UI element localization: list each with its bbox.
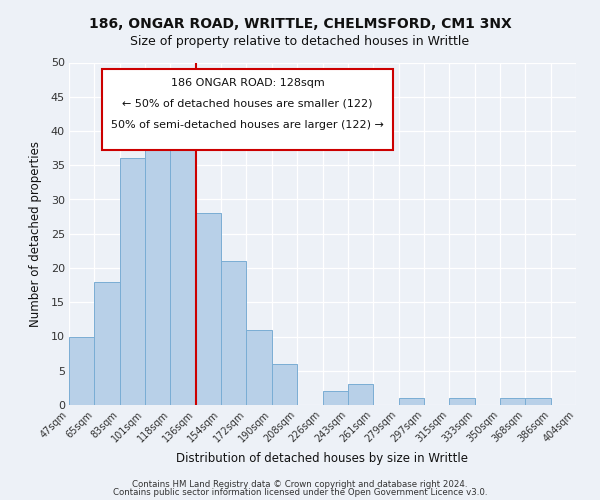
Bar <box>145 138 170 405</box>
Text: Size of property relative to detached houses in Writtle: Size of property relative to detached ho… <box>130 35 470 48</box>
Text: ← 50% of detached houses are smaller (122): ← 50% of detached houses are smaller (12… <box>122 98 373 108</box>
Bar <box>94 282 119 405</box>
Bar <box>272 364 297 405</box>
Text: 186 ONGAR ROAD: 128sqm: 186 ONGAR ROAD: 128sqm <box>171 78 325 88</box>
FancyBboxPatch shape <box>102 70 394 150</box>
Bar <box>323 392 348 405</box>
Bar <box>348 384 373 405</box>
Text: 186, ONGAR ROAD, WRITTLE, CHELMSFORD, CM1 3NX: 186, ONGAR ROAD, WRITTLE, CHELMSFORD, CM… <box>89 18 511 32</box>
Bar <box>526 398 551 405</box>
Bar <box>500 398 526 405</box>
Text: 50% of semi-detached houses are larger (122) →: 50% of semi-detached houses are larger (… <box>111 120 384 130</box>
X-axis label: Distribution of detached houses by size in Writtle: Distribution of detached houses by size … <box>176 452 469 466</box>
Text: Contains public sector information licensed under the Open Government Licence v3: Contains public sector information licen… <box>113 488 487 497</box>
Bar <box>247 330 272 405</box>
Bar <box>398 398 424 405</box>
Bar <box>170 138 196 405</box>
Bar <box>221 261 247 405</box>
Bar <box>69 336 94 405</box>
Bar <box>196 213 221 405</box>
Y-axis label: Number of detached properties: Number of detached properties <box>29 141 43 327</box>
Bar <box>449 398 475 405</box>
Text: Contains HM Land Registry data © Crown copyright and database right 2024.: Contains HM Land Registry data © Crown c… <box>132 480 468 489</box>
Bar <box>120 158 145 405</box>
